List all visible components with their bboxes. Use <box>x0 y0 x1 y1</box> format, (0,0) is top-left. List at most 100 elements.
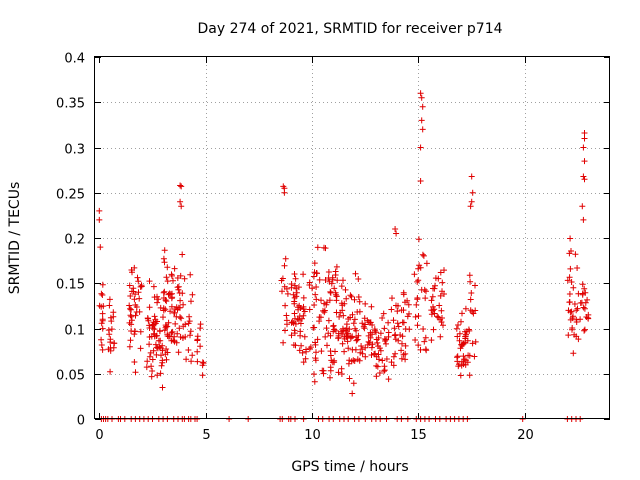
data-point <box>471 353 478 360</box>
data-point <box>328 280 335 287</box>
data-point <box>383 356 390 362</box>
data-point <box>373 373 380 380</box>
data-point <box>460 353 467 360</box>
data-point <box>146 278 153 285</box>
data-point <box>394 308 401 315</box>
data-point <box>137 345 144 352</box>
data-point <box>307 344 314 351</box>
data-point <box>438 307 445 314</box>
data-point <box>339 330 346 337</box>
data-point <box>381 367 388 374</box>
data-point <box>107 336 114 343</box>
data-point <box>399 340 405 347</box>
data-point <box>129 269 135 276</box>
data-point <box>402 342 409 349</box>
data-point <box>432 282 438 289</box>
data-point <box>365 332 372 339</box>
data-point <box>162 297 169 303</box>
data-point <box>296 347 303 354</box>
data-point <box>200 360 207 367</box>
data-point <box>402 356 409 363</box>
data-point <box>356 298 363 305</box>
data-point <box>169 272 175 279</box>
data-point <box>352 270 359 277</box>
data-point <box>188 298 194 305</box>
data-point <box>188 358 195 365</box>
data-point <box>334 277 341 284</box>
data-point <box>347 292 354 299</box>
data-point <box>356 357 363 364</box>
data-point <box>186 313 193 320</box>
data-point <box>175 349 182 356</box>
data-point <box>325 317 332 324</box>
data-point <box>329 276 336 283</box>
data-point <box>167 291 174 298</box>
data-point <box>381 336 388 342</box>
data-point <box>170 337 177 344</box>
data-point <box>566 299 573 306</box>
data-point <box>295 306 302 313</box>
data-point-outlier <box>418 94 425 101</box>
data-point <box>388 306 395 313</box>
data-point <box>398 355 405 362</box>
data-point <box>380 310 387 317</box>
data-point <box>180 301 187 308</box>
data-point <box>346 375 353 382</box>
data-point <box>164 278 171 285</box>
data-point <box>566 274 573 281</box>
data-point <box>567 265 574 272</box>
data-point <box>390 317 397 324</box>
data-point <box>185 320 192 327</box>
x-tick-label: 20 <box>517 428 534 443</box>
data-point <box>179 251 186 258</box>
data-point <box>436 302 443 309</box>
data-point <box>348 293 355 300</box>
data-point <box>282 302 289 309</box>
data-point <box>107 368 114 375</box>
data-point <box>197 343 204 350</box>
data-point <box>165 319 172 326</box>
data-point <box>567 316 574 323</box>
data-point <box>136 295 143 302</box>
data-point <box>338 283 345 290</box>
data-point <box>302 355 309 362</box>
data-point <box>164 349 171 356</box>
data-point <box>284 290 291 297</box>
data-point-outlier <box>177 198 184 205</box>
data-point <box>420 252 427 259</box>
data-point <box>428 311 435 318</box>
data-point <box>292 275 299 282</box>
data-point <box>174 330 181 337</box>
data-point <box>441 267 447 274</box>
data-point <box>440 322 446 329</box>
data-point <box>314 244 321 251</box>
data-point <box>340 312 347 319</box>
data-point <box>282 255 289 262</box>
data-point <box>133 309 140 315</box>
data-point <box>289 319 296 326</box>
data-point <box>369 331 376 338</box>
data-point <box>110 344 117 351</box>
data-point <box>362 300 369 307</box>
data-point <box>127 293 134 299</box>
data-point <box>324 299 330 306</box>
data-point <box>107 314 114 321</box>
data-point <box>163 346 170 352</box>
data-point <box>146 304 153 311</box>
data-point <box>414 295 421 301</box>
data-point <box>291 310 298 317</box>
data-point <box>580 304 587 311</box>
data-point <box>99 325 106 332</box>
data-point <box>572 251 579 258</box>
data-point <box>99 310 106 317</box>
data-point <box>392 350 399 357</box>
data-point <box>565 332 572 339</box>
data-point <box>340 277 346 284</box>
data-point <box>395 337 402 344</box>
data-point <box>472 338 479 345</box>
data-point <box>376 370 383 376</box>
data-point <box>281 262 288 269</box>
data-point <box>339 307 346 314</box>
data-point <box>582 299 589 306</box>
data-point-outlier <box>281 189 288 196</box>
